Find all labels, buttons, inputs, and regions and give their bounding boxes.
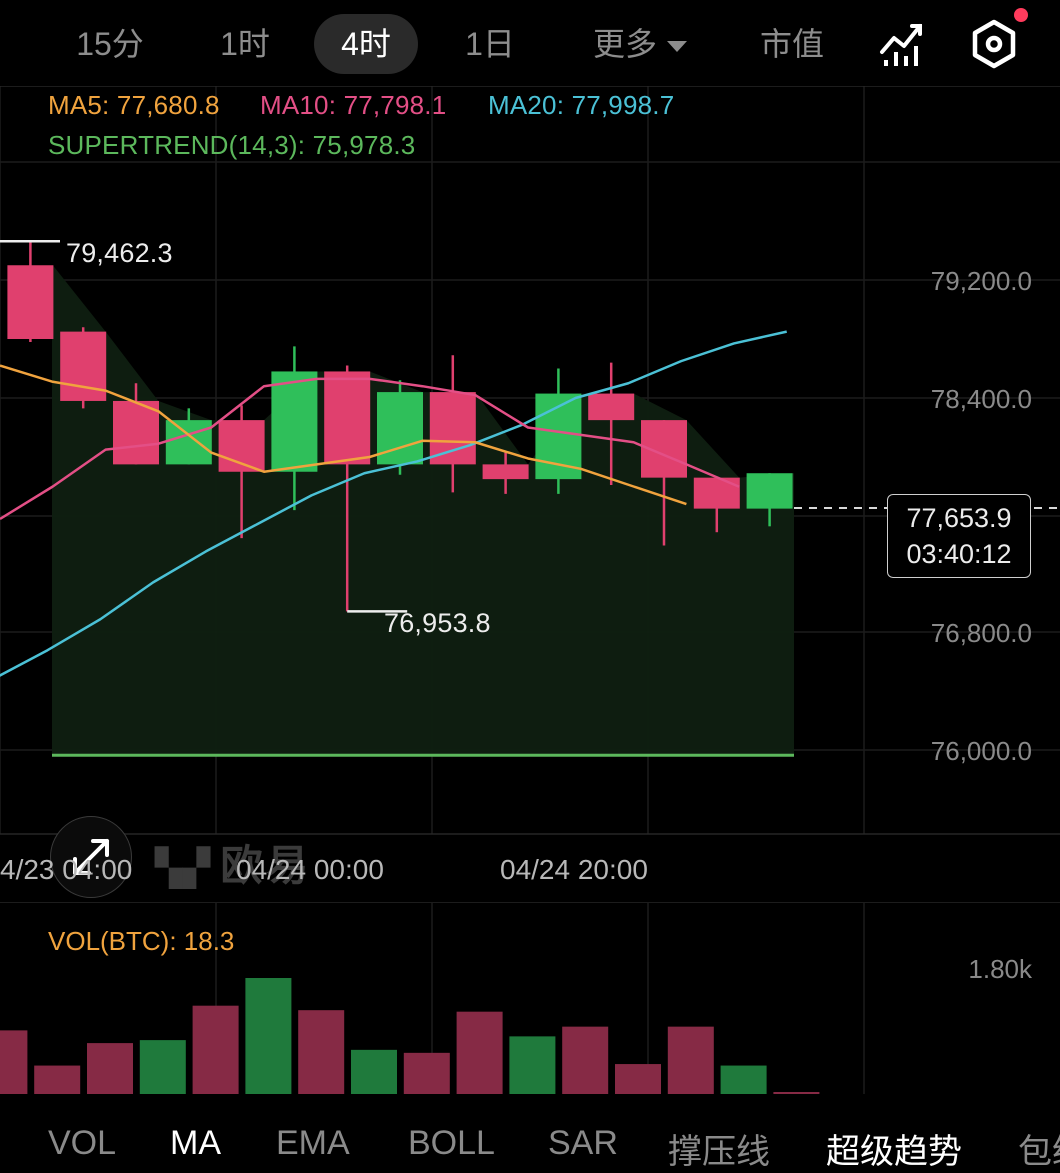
tab-ema[interactable]: EMA — [276, 1124, 350, 1162]
volume-bar — [615, 1064, 661, 1094]
timeframe-1d[interactable]: 1日 — [465, 26, 515, 62]
candle-body — [429, 392, 476, 465]
tab-vol[interactable]: VOL — [48, 1124, 117, 1162]
timeframe-4h[interactable]: 4时 — [314, 14, 418, 74]
chart-canvas — [0, 86, 1060, 835]
volume-bar — [87, 1043, 133, 1094]
volume-bar — [34, 1065, 81, 1094]
legend-ma20: MA20: 77,998.7 — [488, 90, 675, 120]
hexagon-settings-icon[interactable] — [966, 16, 1022, 72]
volume-bar — [298, 1010, 345, 1094]
volume-bar — [509, 1036, 556, 1094]
indicator-tabs: VOL MA EMA BOLL SAR 撑压线 超级趋势 包络 — [0, 1094, 1060, 1172]
legend-ma10: MA10: 77,798.1 — [260, 90, 447, 120]
candle-body — [271, 371, 318, 472]
candle-body — [746, 473, 793, 509]
tab-boll[interactable]: BOLL — [408, 1124, 495, 1162]
fullscreen-button[interactable] — [50, 816, 132, 898]
ma20-line — [0, 330, 787, 677]
volume-tick: 1.80k — [968, 954, 1032, 984]
time-tick: 04/24 00:00 — [236, 854, 384, 885]
volume-bar — [245, 978, 292, 1094]
current-price-tag: 77,653.9 03:40:12 — [887, 494, 1031, 578]
more-label: 更多 — [592, 26, 657, 62]
volume-bar — [773, 1092, 820, 1094]
volume-bar — [720, 1065, 767, 1094]
expand-icon — [73, 839, 109, 875]
timeframe-15m[interactable]: 15分 — [76, 26, 144, 62]
candlestick-chart[interactable]: MA5: 77,680.8 MA10: 77,798.1 MA20: 77,99… — [0, 86, 1060, 901]
tab-supertrend[interactable]: 超级趋势 — [826, 1133, 962, 1171]
current-price: 77,653.9 — [906, 503, 1012, 533]
candle-body — [693, 477, 740, 509]
timeframe-more-dropdown[interactable]: 更多 — [580, 14, 700, 74]
volume-bar — [351, 1049, 397, 1094]
low-price-label: 76,953.8 — [384, 608, 491, 638]
time-tick: 04/24 20:00 — [500, 854, 648, 885]
timeframe-1h[interactable]: 1时 — [220, 26, 270, 62]
volume-chart — [0, 902, 1060, 1094]
ma5-line — [0, 364, 687, 506]
timeframe-bar: 15分 1时 4时 1日 更多 市值 — [0, 0, 1060, 86]
time-tick: 4/23 04:00 — [0, 854, 133, 885]
price-tick: 79,200.0 — [930, 266, 1032, 296]
candle-body — [165, 420, 212, 465]
market-cap-toggle[interactable]: 市值 — [759, 26, 824, 62]
candle-countdown: 03:40:12 — [906, 539, 1012, 569]
volume-bar — [139, 1040, 186, 1094]
tab-ma[interactable]: MA — [170, 1124, 221, 1162]
volume-bar — [192, 1005, 239, 1094]
candle-body — [113, 400, 159, 465]
price-tick: 78,400.0 — [930, 384, 1032, 414]
price-tick: 76,000.0 — [930, 736, 1032, 766]
candle-body — [324, 371, 371, 465]
volume-bar — [456, 1011, 503, 1094]
candle-body — [588, 393, 635, 421]
volume-bar — [0, 1030, 28, 1094]
candle-body — [482, 464, 529, 480]
price-tick: 76,800.0 — [930, 618, 1032, 648]
volume-bar — [667, 1026, 714, 1094]
okx-watermark: ▚▞ 欧易 — [155, 842, 313, 889]
high-price-label: 79,462.3 — [66, 238, 173, 268]
tab-support-resistance[interactable]: 撑压线 — [668, 1133, 770, 1171]
tab-sar[interactable]: SAR — [548, 1124, 618, 1162]
volume-bar — [562, 1026, 609, 1094]
notification-dot — [1014, 8, 1028, 22]
ma10-line — [0, 377, 740, 521]
volume-legend: VOL(BTC): 18.3 — [48, 926, 235, 956]
candle-body — [7, 265, 54, 339]
legend-supertrend: SUPERTREND(14,3): 75,978.3 — [48, 130, 416, 160]
chevron-down-icon — [667, 41, 687, 53]
tab-envelope[interactable]: 包络 — [1018, 1133, 1060, 1171]
volume-bar — [403, 1052, 450, 1094]
chart-indicator-icon[interactable] — [874, 16, 930, 72]
legend-ma5: MA5: 77,680.8 — [48, 90, 220, 120]
supertrend-area — [52, 265, 794, 756]
